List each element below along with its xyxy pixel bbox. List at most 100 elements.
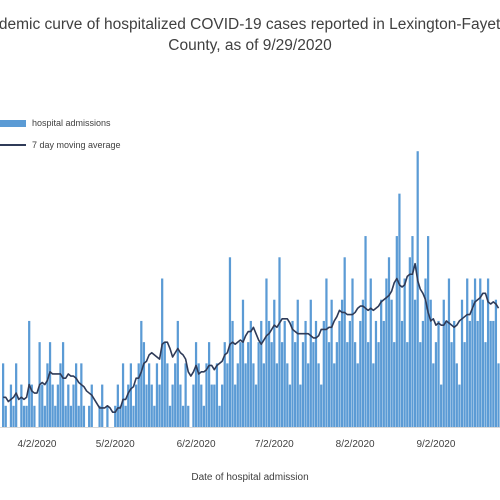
admission-bar <box>192 384 195 427</box>
x-tick-label: 7/2/2020 <box>255 439 294 450</box>
admission-bar <box>489 320 492 427</box>
admission-bar <box>385 278 388 427</box>
admission-bar <box>221 384 224 427</box>
admission-bar <box>234 384 237 427</box>
admission-bar <box>184 363 187 427</box>
admission-bar <box>280 342 284 427</box>
admission-bar <box>484 342 487 427</box>
admission-bar <box>273 299 276 427</box>
admission-bar <box>359 320 362 427</box>
admission-bar <box>202 405 205 427</box>
admission-bar <box>168 405 172 427</box>
admission-bar <box>327 342 331 427</box>
admission-bar <box>460 299 464 427</box>
x-tick-label: 6/2/2020 <box>177 439 216 450</box>
admission-bar <box>119 405 122 427</box>
admission-bar <box>314 320 318 427</box>
admission-bar <box>387 257 391 427</box>
x-tick-label: 5/2/2020 <box>96 439 135 450</box>
admission-bar <box>398 193 401 427</box>
admission-bar <box>137 363 140 427</box>
x-tick-label: 8/2/2020 <box>336 439 375 450</box>
admission-bar <box>176 320 179 427</box>
admission-bar <box>466 278 469 427</box>
admission-bar <box>25 405 28 427</box>
admission-bar <box>374 320 378 427</box>
admission-bar <box>241 299 245 427</box>
admission-bar <box>205 363 208 427</box>
chart-title-line-1: pidemic curve of hospitalized COVID-19 c… <box>0 16 500 33</box>
admission-bar <box>33 405 36 427</box>
admission-bar <box>155 363 159 427</box>
admission-bar <box>41 384 44 427</box>
admission-bar <box>106 405 109 427</box>
admission-bar <box>429 299 432 427</box>
admission-bar <box>426 236 430 427</box>
admission-bar <box>22 405 26 427</box>
admission-bar <box>88 405 91 427</box>
admission-bar <box>468 320 471 427</box>
admission-bar <box>403 278 406 427</box>
admission-bar <box>171 384 174 427</box>
admission-bar <box>80 363 83 427</box>
admission-bar <box>121 363 125 427</box>
admission-bar <box>343 257 346 427</box>
admission-bar <box>275 363 279 427</box>
admission-bar <box>377 342 380 427</box>
admission-bar <box>437 320 440 427</box>
admission-bar <box>411 236 414 427</box>
admission-bar <box>463 342 466 427</box>
admission-bar <box>395 236 398 427</box>
admission-bar <box>307 363 310 427</box>
moving-average-line <box>3 262 500 413</box>
admission-bar <box>59 363 62 427</box>
admission-bar <box>260 320 263 427</box>
admission-bar <box>278 257 281 427</box>
admission-bar <box>262 363 265 427</box>
admission-bar <box>294 342 297 427</box>
legend-item-moving-average: 7 day moving average <box>0 140 121 150</box>
admission-bar <box>77 405 80 427</box>
admission-bar <box>361 299 365 427</box>
admission-bar <box>72 384 75 427</box>
admission-bar <box>197 363 200 427</box>
admission-bar <box>56 384 59 427</box>
admission-bar <box>75 363 78 427</box>
admission-bar <box>494 299 498 427</box>
admission-bar <box>492 320 495 427</box>
admission-bar <box>333 363 336 427</box>
admission-bar <box>51 384 54 427</box>
admission-bar <box>424 278 427 427</box>
admission-bar <box>416 151 419 427</box>
admission-bar <box>497 363 500 427</box>
admission-bar <box>124 405 127 427</box>
admission-bar <box>252 363 255 427</box>
admission-bar <box>296 299 299 427</box>
admission-bar <box>210 384 213 427</box>
admission-bar <box>163 342 166 427</box>
admission-bar <box>450 342 453 427</box>
admission-bar <box>400 320 404 427</box>
admission-bar <box>15 363 18 427</box>
admission-bar <box>348 320 352 427</box>
admission-bar <box>254 384 258 427</box>
admission-bar <box>181 405 185 427</box>
chart-title-line-2: County, as of 9/29/2020 <box>168 37 332 54</box>
admission-bar <box>442 299 445 427</box>
admission-bar <box>179 384 182 427</box>
admission-bar <box>20 384 23 427</box>
admission-bar <box>114 405 117 427</box>
admission-bar <box>447 278 451 427</box>
admission-bar <box>46 363 49 427</box>
admission-bar <box>481 299 484 427</box>
admission-bar <box>393 342 396 427</box>
chart-title: pidemic curve of hospitalized COVID-19 c… <box>0 14 500 56</box>
admission-bar <box>101 384 104 427</box>
admission-bar <box>317 363 320 427</box>
admission-bar <box>218 405 221 427</box>
admission-bar <box>453 320 456 427</box>
admission-bar <box>158 384 161 427</box>
legend-item-hospital-admissions: hospital admissions <box>0 118 111 128</box>
admission-bar <box>473 278 477 427</box>
